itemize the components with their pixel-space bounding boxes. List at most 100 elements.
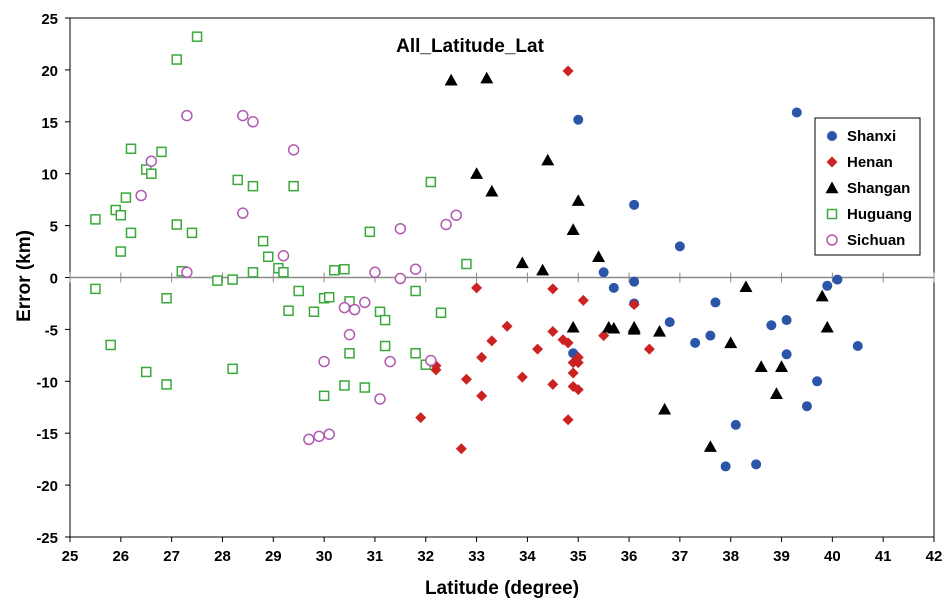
point-shangan (627, 322, 641, 335)
point-sichuan (338, 301, 351, 314)
point-huguang (435, 307, 447, 319)
point-shangan (566, 320, 580, 333)
point-huguang (283, 305, 294, 316)
point-henan (455, 443, 467, 455)
y-tick-label: 5 (50, 219, 58, 236)
point-shangan (536, 263, 550, 276)
point-shangan (769, 387, 783, 399)
axes-layer: -25 -20 -15 -10 -5 0 5 10 15 20 25 25 26 27 28 29 30 31 32… (36, 11, 942, 565)
point-huguang (247, 267, 259, 278)
x-tick-label: 25 (62, 548, 79, 565)
point-huguang (364, 226, 376, 238)
point-huguang (359, 382, 371, 393)
point-shangan (658, 402, 672, 415)
point-sichuan (343, 328, 356, 341)
point-shanxi (705, 330, 716, 341)
x-tick-label: 35 (570, 548, 587, 565)
point-huguang (461, 258, 472, 270)
point-shangan (754, 360, 768, 372)
point-huguang (90, 214, 101, 225)
point-henan (476, 351, 488, 363)
point-huguang (339, 380, 350, 391)
point-huguang (410, 348, 421, 359)
point-huguang (288, 180, 299, 192)
point-shangan (820, 320, 834, 333)
point-huguang (308, 306, 320, 318)
point-henan (598, 330, 610, 342)
point-shanxi (629, 199, 640, 210)
point-huguang (140, 366, 152, 378)
point-huguang (125, 227, 137, 239)
point-henan (547, 283, 559, 295)
point-huguang (115, 209, 127, 221)
point-sichuan (374, 393, 386, 405)
point-henan (572, 384, 584, 396)
point-huguang (379, 314, 391, 326)
legend-marker-huguang (826, 208, 838, 220)
x-tick-label: 40 (824, 548, 841, 565)
point-sichuan (181, 109, 193, 122)
legend-marker-henan (826, 156, 838, 168)
point-huguang (278, 267, 289, 278)
point-henan (567, 367, 579, 379)
point-shanxi (852, 341, 863, 352)
x-tick-label: 42 (926, 548, 943, 565)
point-huguang (227, 363, 238, 375)
point-sichuan (277, 249, 290, 262)
point-shangan (480, 71, 494, 84)
point-shangan (541, 153, 555, 166)
point-sichuan (394, 272, 407, 285)
points-layer (90, 31, 863, 472)
point-henan (572, 357, 584, 369)
point-shanxi (822, 280, 833, 291)
point-huguang (227, 274, 238, 285)
legend-marker-shanxi (827, 131, 837, 141)
x-tick-label: 27 (163, 548, 180, 565)
point-sichuan (323, 428, 335, 440)
point-sichuan (287, 144, 300, 156)
point-shangan (607, 321, 621, 334)
point-shanxi (664, 317, 675, 328)
point-shanxi (573, 114, 584, 125)
point-huguang (262, 251, 274, 262)
point-huguang (344, 348, 355, 359)
point-sichuan (303, 433, 315, 446)
point-huguang (90, 283, 101, 295)
legend-label-shangan: Shangan (847, 180, 910, 197)
point-shangan (571, 194, 585, 206)
point-huguang (410, 285, 421, 297)
point-henan (532, 343, 544, 355)
x-tick-label: 34 (519, 548, 536, 565)
point-huguang (156, 146, 167, 158)
point-sichuan (409, 263, 422, 275)
point-shanxi (690, 337, 701, 348)
y-tick-label: -15 (36, 426, 58, 443)
point-sichuan (135, 189, 147, 202)
y-tick-label: -10 (36, 374, 58, 391)
legend-label-huguang: Huguang (847, 206, 912, 223)
legend-marker-sichuan (826, 234, 838, 246)
point-henan (628, 298, 640, 310)
point-huguang (212, 275, 223, 286)
point-sichuan (237, 207, 249, 219)
y-tick-label: 10 (41, 167, 58, 184)
legend-label-shanxi: Shanxi (847, 128, 896, 145)
point-henan (501, 320, 513, 332)
point-shanxi (832, 274, 843, 285)
point-henan (460, 373, 472, 385)
point-sichuan (450, 209, 463, 221)
point-huguang (379, 340, 391, 352)
point-huguang (171, 219, 182, 230)
point-henan (562, 337, 574, 349)
x-tick-label: 39 (773, 548, 790, 565)
legend-label-henan: Henan (847, 154, 893, 171)
point-huguang (161, 293, 172, 304)
y-tick-label: 25 (41, 11, 58, 28)
point-huguang (171, 54, 182, 65)
point-huguang (425, 176, 437, 188)
point-shanxi (720, 461, 731, 472)
point-huguang (146, 168, 157, 179)
point-henan (516, 371, 528, 383)
